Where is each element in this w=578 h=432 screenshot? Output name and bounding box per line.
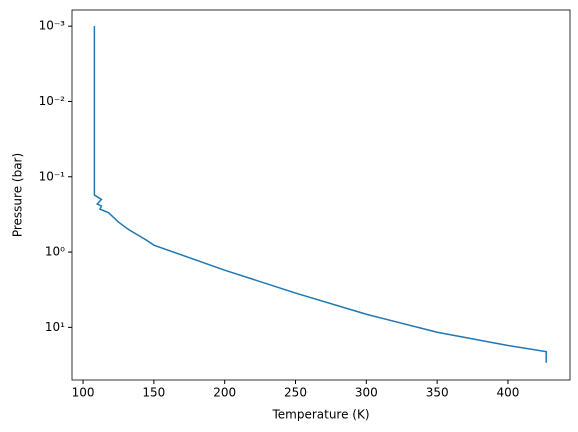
x-tick-label: 200 [213, 386, 236, 400]
x-tick-label: 150 [142, 386, 165, 400]
x-tick-label: 350 [426, 386, 449, 400]
plot-frame [71, 9, 571, 381]
y-axis-label: Pressure (bar) [11, 153, 25, 237]
y-tick-label: 10⁻² [39, 94, 66, 108]
y-tick-label: 10⁻¹ [39, 169, 66, 183]
y-tick-label: 10⁰ [45, 245, 65, 259]
x-tick-label: 300 [355, 386, 378, 400]
x-tick-label: 400 [497, 386, 520, 400]
y-tick-label: 10¹ [45, 320, 65, 334]
x-axis-label: Temperature (K) [271, 408, 369, 422]
x-tick-label: 100 [72, 386, 95, 400]
y-tick-label: 10⁻³ [39, 19, 66, 33]
data-line [93, 26, 547, 363]
x-tick-label: 250 [284, 386, 307, 400]
